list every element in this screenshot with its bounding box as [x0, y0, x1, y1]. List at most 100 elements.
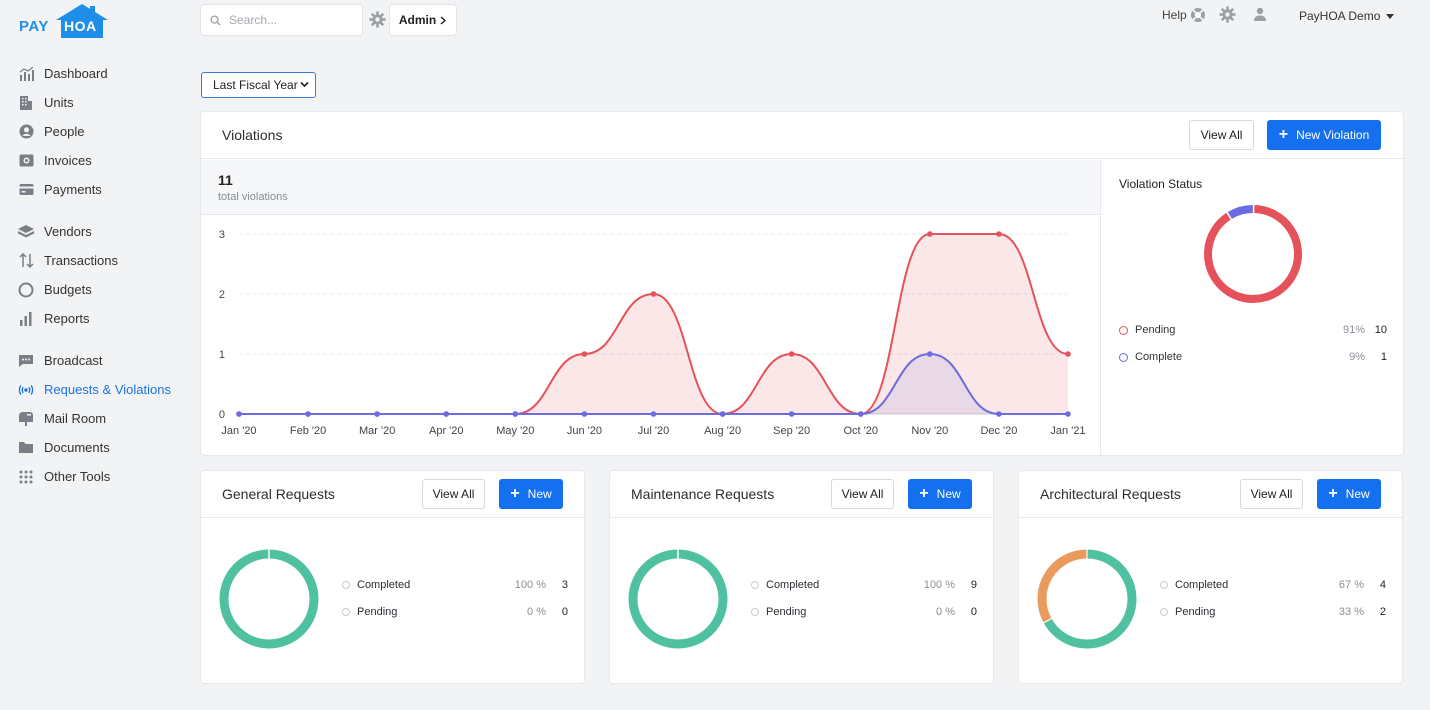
data-point[interactable] — [996, 411, 1002, 417]
sidebar-item-transactions[interactable]: Transactions — [0, 246, 190, 275]
plus-icon: + — [919, 485, 929, 502]
logo-hoa-text: HOA — [64, 18, 97, 34]
general-requests-title: General Requests — [222, 486, 335, 502]
general-requests-view-all-button[interactable]: View All — [422, 479, 485, 509]
data-point[interactable] — [788, 411, 795, 417]
maintenance-requests-card: Maintenance Requests View All + New Complete… — [610, 471, 993, 683]
row-count: 4 — [1379, 579, 1386, 591]
data-point[interactable] — [650, 291, 657, 297]
data-point[interactable] — [512, 411, 519, 417]
sidebar-item-broadcast[interactable]: Broadcast — [0, 346, 190, 375]
account-menu[interactable]: PayHOA Demo — [1299, 9, 1395, 23]
x-tick-label: Sep '20 — [773, 425, 810, 437]
maintenance-requests-view-all-button[interactable]: View All — [831, 479, 894, 509]
data-point[interactable] — [927, 231, 933, 237]
general-requests-row-completed: Completed 100 % 3 — [342, 577, 568, 593]
legend-dot — [342, 581, 350, 589]
sidebar-item-label: Payments — [44, 182, 102, 197]
data-point[interactable] — [581, 411, 588, 417]
row-count: 0 — [561, 606, 568, 618]
data-point[interactable] — [1065, 351, 1071, 357]
x-tick-label: May '20 — [496, 425, 534, 437]
nav-group-main: Dashboard Units People Invoices Payments — [0, 59, 190, 204]
maintenance-requests-body: Completed 100 % 9 Pending 0 % 0 — [610, 518, 993, 681]
sidebar-item-dashboard[interactable]: Dashboard — [0, 59, 190, 88]
data-point[interactable] — [719, 411, 726, 417]
row-label: Pending — [1175, 606, 1216, 618]
general-requests-row-pending: Pending 0 % 0 — [342, 604, 568, 620]
data-point[interactable] — [650, 411, 657, 417]
sidebar-item-label: Broadcast — [44, 353, 103, 368]
sidebar-item-budgets[interactable]: Budgets — [0, 275, 190, 304]
sidebar-item-documents[interactable]: Documents — [0, 433, 190, 462]
settings-gear-icon[interactable] — [369, 11, 386, 28]
legend-item-complete: Complete 9% 1 — [1119, 349, 1387, 365]
help-link[interactable]: Help — [1162, 7, 1206, 23]
architectural-requests-new-button[interactable]: + New — [1317, 479, 1381, 509]
data-point[interactable] — [581, 351, 588, 357]
sidebar-item-invoices[interactable]: Invoices — [0, 146, 190, 175]
sidebar-item-people[interactable]: People — [0, 117, 190, 146]
row-count: 0 — [970, 606, 977, 618]
data-point[interactable] — [443, 411, 450, 417]
sidebar-item-requests-violations[interactable]: Requests & Violations — [0, 375, 190, 404]
data-point[interactable] — [236, 411, 242, 417]
architectural-requests-view-all-button[interactable]: View All — [1240, 479, 1303, 509]
search-box[interactable] — [201, 5, 362, 35]
sidebar-item-label: Mail Room — [44, 411, 107, 426]
row-label: Completed — [766, 579, 820, 591]
data-point[interactable] — [1065, 411, 1071, 417]
payhoa-logo[interactable]: PAY HOA — [18, 4, 113, 40]
data-point[interactable] — [857, 411, 864, 417]
row-percent: 0 % — [527, 606, 546, 618]
architectural-requests-body: Completed 67 % 4 Pending 33 % 2 — [1019, 518, 1402, 681]
maintenance-requests-title: Maintenance Requests — [631, 486, 775, 502]
general-requests-body: Completed 100 % 3 Pending 0 % 0 — [201, 518, 584, 681]
request-donut-segment — [1037, 549, 1087, 623]
x-tick-label: Jan '21 — [1050, 425, 1085, 437]
general-requests-new-button[interactable]: + New — [499, 479, 563, 509]
data-point[interactable] — [374, 411, 380, 417]
sidebar-item-label: Documents — [44, 440, 110, 455]
y-tick-label: 0 — [219, 409, 225, 421]
row-label: Pending — [357, 606, 398, 618]
legend-item-pending: Pending 91% 10 — [1119, 322, 1387, 338]
search-input[interactable] — [229, 13, 349, 27]
settings-gear-icon[interactable] — [1219, 6, 1236, 23]
violation-donut-segment — [1227, 205, 1253, 219]
data-point[interactable] — [996, 231, 1002, 237]
sidebar-item-payments[interactable]: Payments — [0, 175, 190, 204]
user-avatar-icon[interactable] — [1252, 6, 1268, 22]
new-violation-button[interactable]: + New Violation — [1267, 120, 1381, 150]
data-point[interactable] — [927, 351, 933, 357]
violations-card: Violations View All + New Violation 11 t… — [201, 112, 1403, 455]
x-tick-label: Jan '20 — [221, 425, 256, 437]
grid-icon — [18, 469, 34, 485]
search-icon — [210, 14, 221, 26]
sidebar-item-label: Units — [44, 95, 74, 110]
invoice-icon — [18, 153, 34, 169]
row-count: 2 — [1379, 606, 1386, 618]
admin-button[interactable]: Admin — [390, 5, 456, 35]
violations-summary: 11 total violations — [201, 160, 1101, 215]
data-point[interactable] — [788, 351, 795, 357]
violations-header: Violations View All + New Violation — [201, 112, 1403, 159]
view-all-label: View All — [432, 487, 475, 501]
period-select[interactable]: Last Fiscal Year — [201, 72, 316, 98]
sidebar-item-mail-room[interactable]: Mail Room — [0, 404, 190, 433]
architectural-requests-row-completed: Completed 67 % 4 — [1160, 577, 1386, 593]
nav-group-community: Broadcast Requests & Violations Mail Room D… — [0, 346, 190, 491]
building-icon — [18, 95, 34, 111]
data-point[interactable] — [305, 411, 311, 417]
series-area-0 — [239, 234, 1068, 414]
sidebar-item-reports[interactable]: Reports — [0, 304, 190, 333]
violations-view-all-button[interactable]: View All — [1189, 120, 1254, 150]
maintenance-requests-new-button[interactable]: + New — [908, 479, 972, 509]
legend-label: Pending — [1135, 324, 1176, 336]
row-percent: 67 % — [1338, 579, 1364, 591]
sidebar-item-vendors[interactable]: Vendors — [0, 217, 190, 246]
sidebar-item-units[interactable]: Units — [0, 88, 190, 117]
sidebar-item-other-tools[interactable]: Other Tools — [0, 462, 190, 491]
series-area-1 — [239, 354, 1068, 414]
x-tick-label: Mar '20 — [359, 425, 395, 437]
